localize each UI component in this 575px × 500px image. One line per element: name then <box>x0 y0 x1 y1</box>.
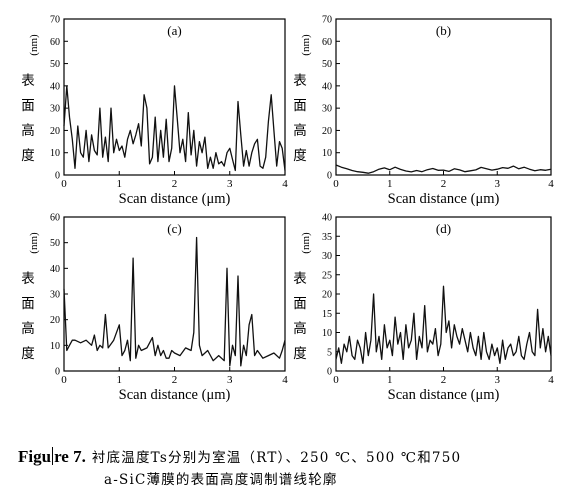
x-tick-label: 3 <box>495 178 501 190</box>
y-tick-label: 35 <box>322 232 332 243</box>
y-tick-label: 70 <box>50 15 60 26</box>
y-tick-label: 20 <box>322 290 332 301</box>
x-tick-label: 3 <box>495 374 501 386</box>
x-axis-label: Scan distance (μm) <box>388 191 500 207</box>
x-tick-label: 2 <box>172 178 178 190</box>
y-axis-label-char: 高 <box>21 320 35 336</box>
text-cursor-icon <box>52 447 54 465</box>
panel-label: (c) <box>167 221 181 236</box>
caption-label: Figu re 7. <box>18 447 86 466</box>
y-tick-label: 40 <box>50 264 60 275</box>
series-line <box>335 164 552 174</box>
figure-caption: Figu re 7. 衬底温度Ts分别为室温（RT）、250 ℃、500 ℃和750… <box>18 446 570 491</box>
x-axis-label: Scan distance (μm) <box>119 191 231 207</box>
y-tick-label: 0 <box>327 367 332 378</box>
y-tick-label: 5 <box>327 347 332 358</box>
y-tick-label: 0 <box>55 171 60 182</box>
x-tick-label: 4 <box>282 374 288 386</box>
y-axis-unit: (nm) <box>28 34 40 56</box>
y-axis-label-char: 表 <box>293 271 307 286</box>
y-tick-label: 50 <box>322 59 332 70</box>
y-tick-label: 70 <box>322 15 332 26</box>
panel-b: 0 10 20 30 40 50 60 70 0 1 2 3 4 Scan distance (μm) (b… <box>293 15 554 208</box>
x-tick-label: 3 <box>227 178 233 190</box>
panel-label: (b) <box>436 23 451 38</box>
y-axis-label-char: 度 <box>293 346 307 361</box>
y-axis-label-char: 面 <box>21 98 35 113</box>
x-axis-label: Scan distance (μm) <box>119 387 231 403</box>
x-tick-label: 1 <box>117 178 123 190</box>
y-axis-label-char: 高 <box>21 122 35 138</box>
y-tick-label: 30 <box>322 251 332 262</box>
y-tick-label: 50 <box>50 238 60 249</box>
y-tick-label: 40 <box>322 213 332 224</box>
y-tick-label: 50 <box>50 59 60 70</box>
y-tick-label: 30 <box>50 290 60 301</box>
y-tick-label: 40 <box>322 81 332 92</box>
y-tick-label: 60 <box>50 213 60 224</box>
y-tick-label: 60 <box>50 37 60 48</box>
plot-frame <box>335 18 552 176</box>
y-tick-label: 60 <box>322 37 332 48</box>
y-axis-label-char: 面 <box>21 296 35 311</box>
x-tick-label: 3 <box>227 374 233 386</box>
x-tick-label: 1 <box>387 374 393 386</box>
series-line <box>335 285 552 364</box>
x-tick-label: 1 <box>117 374 123 386</box>
y-tick-label: 20 <box>50 315 60 326</box>
caption-label-part-1: Figu <box>18 447 52 466</box>
y-tick-label: 15 <box>322 309 332 320</box>
x-tick-label: 0 <box>61 374 67 386</box>
y-tick-label: 20 <box>322 126 332 137</box>
x-tick-label: 1 <box>387 178 393 190</box>
y-axis-label-char: 度 <box>21 346 35 361</box>
y-axis-label-char: 度 <box>293 148 307 163</box>
y-tick-label: 10 <box>322 328 332 339</box>
y-axis-label-char: 面 <box>293 98 307 113</box>
y-axis-label-char: 表 <box>21 73 35 88</box>
x-tick-label: 4 <box>548 178 554 190</box>
series-line <box>63 236 286 367</box>
panel-a: 0 10 20 30 40 50 60 70 0 1 2 3 4 Scan distance (μm) (a… <box>21 15 288 208</box>
y-axis-label-char: 度 <box>21 148 35 163</box>
y-tick-label: 0 <box>327 171 332 182</box>
x-tick-label: 0 <box>333 374 339 386</box>
y-tick-label: 10 <box>50 148 60 159</box>
panel-label: (d) <box>436 221 451 236</box>
series-line <box>63 85 286 172</box>
y-axis-label-char: 表 <box>21 271 35 286</box>
x-tick-label: 2 <box>441 374 447 386</box>
y-tick-label: 0 <box>55 367 60 378</box>
y-axis-unit: (nm) <box>300 232 312 254</box>
y-axis-unit: (nm) <box>28 232 40 254</box>
caption-label-part-2: re 7. <box>54 447 86 466</box>
panel-d: 0 5 10 15 20 25 30 35 40 0 1 2 3 4 Scan distance (μm) (… <box>293 213 554 404</box>
panel-c: 0 10 20 30 40 50 60 0 1 2 3 4 Scan distance (μm) (c) (… <box>21 213 288 404</box>
x-tick-label: 0 <box>61 178 67 190</box>
y-tick-label: 30 <box>322 104 332 115</box>
y-tick-label: 20 <box>50 126 60 137</box>
x-tick-label: 4 <box>548 374 554 386</box>
y-axis-label-char: 面 <box>293 296 307 311</box>
x-tick-label: 4 <box>282 178 288 190</box>
x-tick-label: 0 <box>333 178 339 190</box>
x-tick-label: 2 <box>441 178 447 190</box>
caption-line-2: a-SiC薄膜的表面高度调制谱线轮廓 <box>104 472 338 488</box>
y-axis-label-char: 高 <box>293 122 307 138</box>
y-axis-label-char: 表 <box>293 73 307 88</box>
caption-line-1: 衬底温度Ts分别为室温（RT）、250 ℃、500 ℃和750 <box>91 450 462 466</box>
x-axis-label: Scan distance (μm) <box>388 387 500 403</box>
y-tick-label: 10 <box>50 341 60 352</box>
y-tick-label: 25 <box>322 270 332 281</box>
y-axis-label-char: 高 <box>293 320 307 336</box>
y-axis-unit: (nm) <box>300 34 312 56</box>
y-tick-label: 40 <box>50 81 60 92</box>
panel-label: (a) <box>167 23 181 38</box>
x-tick-label: 2 <box>172 374 178 386</box>
y-tick-label: 10 <box>322 148 332 159</box>
y-tick-label: 30 <box>50 104 60 115</box>
